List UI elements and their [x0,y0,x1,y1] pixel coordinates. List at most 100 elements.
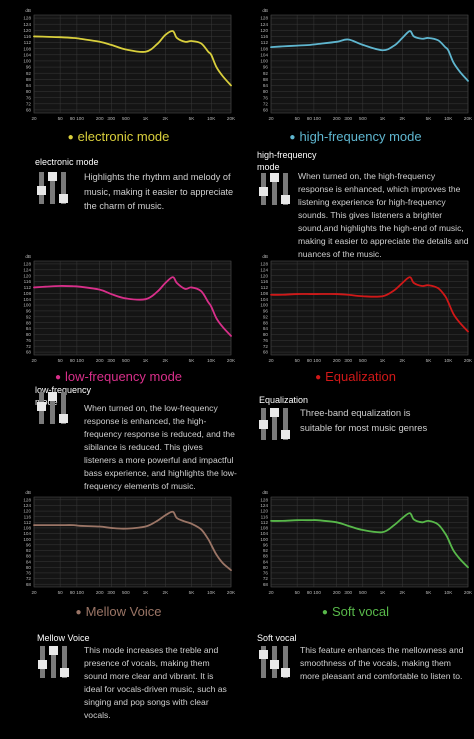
eq-track [272,408,277,440]
mode-panel-soft-vocal: 128 124 120 116 112 108 104 100 96 92 88 84 80 76 72 68… [237,482,474,728]
y-tick-label: 100 [260,303,268,308]
response-curve [270,30,469,82]
y-tick-label: 120 [23,28,31,33]
y-tick-label: 76 [26,571,32,576]
y-tick-label: 84 [263,559,269,564]
y-tick-label: 112 [261,285,269,290]
y-tick-label: 112 [24,285,32,290]
mode-description: When turned on, the high-frequency respo… [298,171,469,259]
x-tick-label: 5K [189,590,196,595]
x-tick-label: 300 [107,358,115,363]
y-tick-label: 92 [263,548,269,553]
mode-heading: low-frequency mode [35,385,92,407]
x-tick-label: 20 [268,358,274,363]
x-tick-label: 10K [207,590,216,595]
eq-knob [270,408,279,417]
response-curve [270,276,469,333]
x-tick-label: 500 [359,590,367,595]
eq-knob [270,660,279,669]
y-tick-label: 128 [23,497,31,502]
mode-heading: Mellow Voice [37,633,90,643]
eq-track [283,408,288,440]
x-tick-label: 10K [444,358,453,363]
y-tick-label: 104 [260,531,268,536]
eq-track [50,392,55,424]
mode-description: This mode increases the treble and prese… [84,645,227,720]
bullet-dot: ● [67,132,74,144]
mode-heading: Equalization [259,395,309,405]
y-unit-label: dB [262,254,268,259]
mode-title: ● high-frequency mode [289,129,422,144]
bullet-dot: ● [54,372,61,384]
y-tick-label: 80 [26,565,32,570]
y-tick-label: 88 [26,320,32,325]
y-tick-label: 116 [24,279,32,284]
x-tick-label: 5K [189,116,196,121]
y-tick-label: 128 [23,262,31,267]
eq-track [62,646,67,678]
x-tick-label: 5K [426,590,433,595]
y-tick-label: 72 [26,101,32,106]
x-tick-label: 200 [333,358,341,363]
y-tick-label: 76 [26,95,32,100]
mode-description: Three-band equalization is suitable for … [300,407,428,433]
y-tick-label: 80 [263,89,269,94]
y-tick-label: 80 [263,332,269,337]
x-tick-label: 5K [426,116,433,121]
y-tick-label: 80 [263,565,269,570]
y-tick-label: 92 [26,548,32,553]
bullet-dot: ● [315,372,322,384]
x-tick-label: 300 [107,116,115,121]
eq-knob [59,414,68,423]
x-tick-label: 20 [31,590,37,595]
x-tick-label: 50 [295,116,301,121]
eq-track [283,173,288,205]
plot-area [33,14,232,114]
x-tick-label: 1K [143,358,150,363]
x-tick-label: 20 [31,358,37,363]
y-tick-label: 108 [260,526,268,531]
x-tick-label: 500 [122,116,130,121]
mode-heading: high-frequency mode [257,150,317,172]
y-tick-label: 92 [263,314,269,319]
y-tick-label: 116 [261,514,269,519]
eq-knob [259,650,268,659]
plot-area [33,496,232,588]
bullet-dot: ● [289,132,296,144]
x-tick-label: 50 [295,358,301,363]
y-tick-label: 120 [260,509,268,514]
x-tick-label: 300 [107,590,115,595]
y-tick-label: 72 [263,101,269,106]
x-tick-label: 200 [333,116,341,121]
y-tick-label: 92 [26,314,32,319]
x-tick-label: 300 [344,358,352,363]
y-tick-label: 88 [26,77,32,82]
plot-area [33,260,232,356]
frequency-chart: 1281241201161121081041009692888480767268… [23,254,236,363]
y-tick-label: 100 [260,537,268,542]
y-tick-label: 76 [263,571,269,576]
x-tick-label: 200 [96,358,104,363]
mode-panel-equalization: 128 124 120 116 112 108 104 100 96 92 88 84 80 76 72 68… [237,246,474,492]
eq-track [51,646,56,678]
x-tick-label: 10K [207,358,216,363]
x-tick-label: 80 100 [307,358,321,363]
mode-panel-high-frequency: 128 124 120 116 112 108 104 100 96 92 88 84 80 76 72 68… [237,0,474,259]
y-tick-label: 124 [23,267,31,272]
mode-panel-mellow-voice: 128 124 120 116 112 108 104 100 96 92 88 84 80 76 72 68… [0,482,237,728]
plot-area [270,260,469,356]
x-tick-label: 20K [464,590,473,595]
y-tick-label: 68 [263,582,269,587]
x-tick-label: 300 [344,590,352,595]
y-tick-label: 88 [263,320,269,325]
eq-knob [60,668,69,677]
y-tick-label: 104 [23,297,31,302]
frequency-chart: 1281241201161121081041009692888480767268… [260,490,473,595]
y-tick-label: 92 [26,71,32,76]
y-tick-label: 72 [26,344,32,349]
x-tick-label: 20 [268,116,274,121]
y-tick-label: 72 [26,576,32,581]
x-tick-label: 200 [333,590,341,595]
x-tick-label: 5K [189,358,196,363]
x-tick-label: 1K [380,116,387,121]
